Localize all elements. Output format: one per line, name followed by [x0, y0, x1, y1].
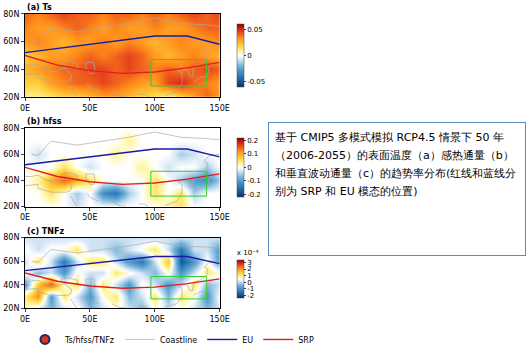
svg-text:0: 0	[247, 164, 251, 172]
svg-text:x 10⁻⁴: x 10⁻⁴	[237, 249, 259, 257]
svg-text:20N: 20N	[3, 93, 19, 102]
svg-text:100E: 100E	[145, 104, 165, 113]
svg-text:40N: 40N	[3, 281, 19, 290]
svg-text:Coastline: Coastline	[160, 336, 197, 345]
svg-text:60N: 60N	[3, 150, 19, 159]
svg-text:150E: 150E	[209, 315, 229, 324]
svg-text:0E: 0E	[20, 315, 30, 324]
svg-text:50E: 50E	[82, 315, 97, 324]
svg-text:(a) Ts: (a) Ts	[27, 3, 52, 12]
svg-text:0: 0	[247, 52, 251, 60]
svg-text:-0.05: -0.05	[247, 78, 265, 86]
svg-text:0.1: 0.1	[247, 150, 258, 158]
svg-text:-2: -2	[247, 292, 254, 300]
svg-text:0.2: 0.2	[247, 137, 258, 145]
svg-text:0: 0	[247, 279, 251, 287]
svg-text:150E: 150E	[209, 104, 229, 113]
svg-text:20N: 20N	[3, 304, 19, 313]
svg-text:EU: EU	[242, 336, 253, 345]
svg-text:1: 1	[247, 272, 251, 280]
svg-text:50E: 50E	[82, 213, 97, 222]
svg-text:60N: 60N	[3, 37, 19, 46]
svg-text:40N: 40N	[3, 176, 19, 185]
svg-text:100E: 100E	[145, 213, 165, 222]
svg-text:2: 2	[247, 265, 251, 273]
svg-text:SRP: SRP	[298, 336, 314, 345]
svg-text:0E: 0E	[20, 104, 30, 113]
svg-text:100E: 100E	[145, 315, 165, 324]
svg-text:(b) hfss: (b) hfss	[27, 117, 62, 126]
svg-text:-1: -1	[247, 285, 254, 293]
svg-text:3: 3	[247, 259, 251, 267]
svg-text:150E: 150E	[209, 213, 229, 222]
svg-text:-0.2: -0.2	[247, 191, 261, 199]
svg-text:50E: 50E	[82, 104, 97, 113]
html-text:基于 CMIP5 多模式模拟 RCP4.5 情景下 50 年: 基于 CMIP5 多模式模拟 RCP4.5 情景下 50 年（2006-2055…	[275, 131, 517, 198]
svg-text:(c) TNFz: (c) TNFz	[27, 227, 64, 236]
svg-text:20N: 20N	[3, 202, 19, 211]
svg-text:0E: 0E	[20, 213, 30, 222]
svg-text:60N: 60N	[3, 257, 19, 266]
svg-text:Ts/hfss/TNFz: Ts/hfss/TNFz	[64, 336, 114, 345]
svg-text:80N: 80N	[3, 124, 19, 133]
svg-text:0.05: 0.05	[247, 26, 263, 34]
svg-text:40N: 40N	[3, 65, 19, 74]
svg-text:80N: 80N	[3, 10, 19, 19]
svg-text:80N: 80N	[3, 233, 19, 242]
svg-text:-0.1: -0.1	[247, 177, 261, 185]
